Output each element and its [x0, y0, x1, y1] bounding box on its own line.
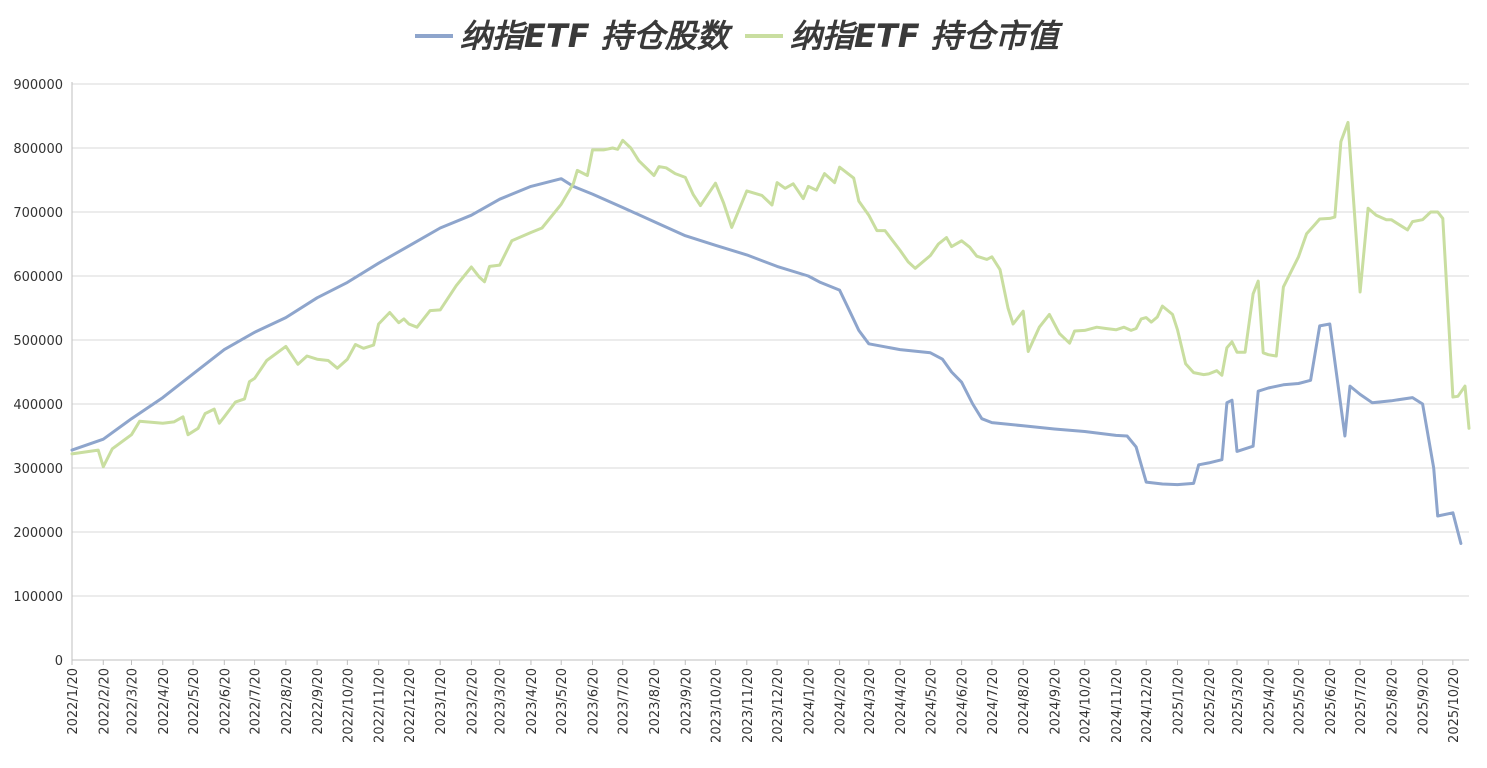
x-tick-label: 2024/3/20: [863, 668, 878, 735]
x-tick-label: 2025/2/20: [1203, 668, 1218, 735]
x-tick-label: 2024/12/20: [1140, 668, 1155, 743]
x-tick-label: 2025/1/20: [1171, 668, 1186, 735]
x-tick-label: 2025/8/20: [1385, 668, 1400, 735]
y-tick-label: 400000: [13, 398, 63, 413]
axes: 0 100000 200000 300000 400000 500000 600000 700…: [13, 78, 1469, 743]
x-tick-label: 2022/6/20: [218, 668, 233, 735]
legend-label-1[interactable]: 纳指ETF 持仓股数: [460, 17, 734, 55]
y-tick-label: 800000: [13, 142, 63, 157]
x-tick-label: 2024/2/20: [834, 668, 849, 735]
x-tick-label: 2025/10/20: [1447, 668, 1462, 743]
legend[interactable]: 纳指ETF 持仓股数 纳指ETF 持仓市值: [415, 17, 1064, 55]
x-tick-label: 2023/2/20: [465, 668, 480, 735]
x-tick-label: 2023/4/20: [525, 668, 540, 735]
x-tick-label: 2024/1/20: [802, 668, 817, 735]
x-tick-label: 2023/10/20: [710, 668, 725, 743]
x-tick-label: 2022/7/20: [249, 668, 264, 735]
y-tick-label: 600000: [13, 270, 63, 285]
x-tick-label: 2025/6/20: [1324, 668, 1339, 735]
x-tick-label: 2022/9/20: [311, 668, 326, 735]
x-tick-label: 2023/3/20: [494, 668, 509, 735]
x-tick-label: 2024/6/20: [956, 668, 971, 735]
x-tick-label: 2024/5/20: [924, 668, 939, 735]
x-tick-label: 2022/1/20: [66, 668, 81, 735]
y-tick-label: 200000: [13, 526, 63, 541]
x-tick-label: 2023/1/20: [434, 668, 449, 735]
series-lines: [70, 120, 1471, 545]
legend-label-2[interactable]: 纳指ETF 持仓市值: [790, 17, 1064, 55]
x-tick-label: 2024/4/20: [894, 668, 909, 735]
x-tick-label: 2024/9/20: [1048, 668, 1063, 735]
x-tick-label: 2022/11/20: [373, 668, 388, 743]
y-tick-label: 500000: [13, 334, 63, 349]
x-tick-label: 2025/9/20: [1417, 668, 1432, 735]
x-tick-label: 2022/4/20: [157, 668, 172, 735]
x-tick-label: 2023/12/20: [771, 668, 786, 743]
x-tick-label: 2022/5/20: [187, 668, 202, 735]
y-tick-label: 300000: [13, 462, 63, 477]
x-tick-label: 2025/7/20: [1354, 668, 1369, 735]
x-tick-label: 2023/5/20: [555, 668, 570, 735]
y-tick-label: 900000: [13, 78, 63, 93]
x-tick-label: 2024/7/20: [986, 668, 1001, 735]
x-tick-label: 2024/8/20: [1017, 668, 1032, 735]
x-tick-label: 2025/4/20: [1262, 668, 1277, 735]
x-tick-label: 2022/8/20: [280, 668, 295, 735]
gridlines: [72, 83, 1469, 597]
x-tick-label: 2023/11/20: [741, 668, 756, 743]
x-tick-label: 2023/8/20: [648, 668, 663, 735]
x-tick-label: 2023/6/20: [586, 668, 601, 735]
x-tick-label: 2025/5/20: [1293, 668, 1308, 735]
x-tick-label: 2024/10/20: [1079, 668, 1094, 743]
x-tick-label: 2022/10/20: [341, 668, 356, 743]
y-tick-label: 100000: [13, 590, 63, 605]
x-tick-label: 2025/3/20: [1231, 668, 1246, 735]
y-tick-label: 0: [55, 654, 63, 669]
x-tick-label: 2023/9/20: [679, 668, 694, 735]
x-tick-label: 2022/2/20: [97, 668, 112, 735]
x-tick-label: 2023/7/20: [617, 668, 632, 735]
x-tick-label: 2022/12/20: [403, 668, 418, 743]
series-line-2: [70, 120, 1471, 469]
x-tick-label: 2022/3/20: [126, 668, 141, 735]
series-line-1: [70, 177, 1463, 545]
y-tick-label: 700000: [13, 206, 63, 221]
x-tick-label: 2024/11/20: [1110, 668, 1125, 743]
